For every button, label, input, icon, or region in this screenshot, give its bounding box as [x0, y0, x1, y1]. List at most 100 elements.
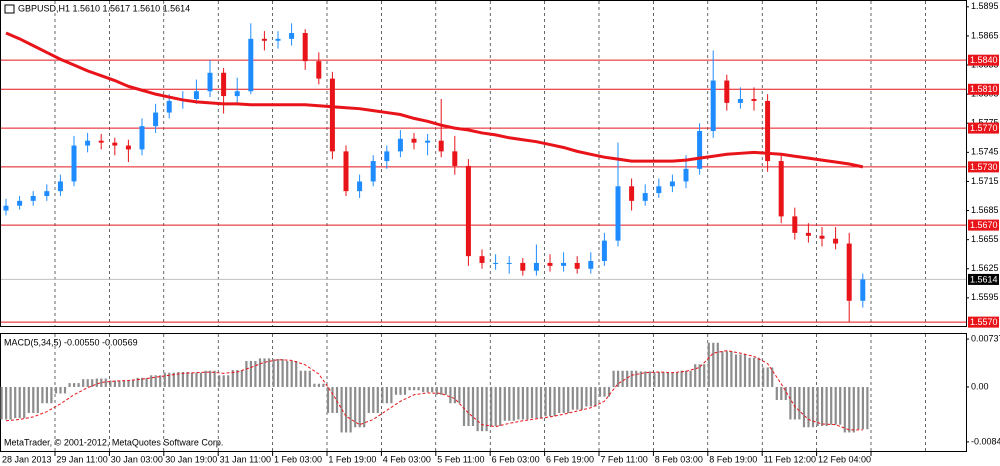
x-tick-label: 7 Feb 11:00: [600, 454, 647, 464]
macd-bar: [104, 378, 107, 387]
macd-bar: [295, 360, 298, 387]
candle-body: [561, 262, 567, 266]
macd-bar: [666, 372, 670, 387]
candle-body: [397, 138, 403, 152]
macd-bar: [576, 386, 579, 410]
macd-bar: [766, 367, 769, 387]
macd-bar: [367, 386, 370, 413]
candle-body: [792, 216, 798, 233]
candle-body: [629, 186, 635, 201]
macd-bar: [73, 383, 76, 387]
candle-body: [30, 196, 36, 201]
macd-bar: [9, 386, 12, 420]
macd-bar: [743, 354, 747, 387]
macd-bar: [816, 386, 819, 426]
macd-bar: [648, 371, 651, 387]
macd-bar: [209, 370, 212, 387]
macd-bar: [290, 360, 293, 387]
macd-bar: [372, 386, 375, 413]
macd-bar: [675, 372, 679, 387]
macd-bar: [59, 386, 62, 394]
macd-bar: [172, 372, 175, 387]
macd-bar: [716, 342, 719, 387]
macd-bar: [82, 379, 85, 387]
macd-bar: [245, 360, 248, 387]
macd-bar: [190, 372, 194, 387]
macd-bar: [227, 375, 230, 387]
candle-body: [153, 112, 159, 127]
candle-body: [193, 91, 199, 99]
macd-bar: [544, 386, 547, 417]
macd-bar: [122, 380, 126, 387]
macd-bar: [485, 386, 488, 432]
candle-body: [520, 262, 526, 271]
macd-bar: [141, 377, 144, 387]
macd-bar: [127, 380, 130, 387]
macd-bar: [263, 358, 266, 387]
macd-bar: [163, 372, 166, 387]
macd-bar: [218, 375, 221, 387]
macd-bar: [598, 386, 602, 397]
candle-body: [724, 80, 730, 103]
macd-bar: [467, 386, 470, 426]
macd-bar: [494, 386, 497, 426]
x-tick-label: 6 Feb 19:00: [546, 454, 594, 464]
macd-bar: [481, 386, 484, 432]
last-price-box: [968, 273, 999, 285]
macd-bar: [444, 386, 447, 395]
candle-body: [615, 186, 621, 241]
y-tick-label: 1.5595: [971, 292, 999, 302]
macd-bar: [422, 386, 425, 393]
macd-bar: [0, 386, 3, 420]
macd-bar: [490, 386, 493, 426]
candle-body: [139, 126, 145, 150]
macd-bar: [843, 386, 846, 433]
macd-bar: [530, 386, 534, 419]
x-tick-label: 29 Jan 11:00: [56, 454, 107, 464]
candle-body: [234, 91, 240, 97]
macd-bar: [413, 386, 416, 391]
macd-bar: [607, 386, 611, 397]
x-tick-label: 28 Jan 2013: [2, 454, 52, 464]
macd-bar: [821, 386, 824, 426]
candle-body: [846, 243, 852, 301]
level-label-box: [968, 54, 999, 66]
macd-bar: [748, 357, 751, 387]
macd-bar: [150, 375, 153, 387]
candle-body: [275, 38, 281, 41]
candle-body: [697, 131, 703, 169]
macd-bar: [349, 386, 352, 433]
candle-body: [506, 262, 512, 264]
macd-bar: [558, 386, 561, 413]
macd-bar: [499, 386, 502, 426]
macd-bar: [100, 378, 103, 387]
main-pane: [0, 0, 967, 327]
macd-bar: [317, 383, 320, 387]
macd-bar: [335, 386, 339, 413]
level-label: 1.5570: [970, 317, 998, 327]
macd-bar: [159, 375, 162, 387]
macd-bar: [154, 375, 157, 387]
macd-bar: [449, 386, 452, 404]
x-tick-label: 8 Feb 19:00: [709, 454, 757, 464]
macd-bar: [145, 377, 148, 387]
macd-bar: [789, 386, 792, 420]
macd-bar: [521, 386, 524, 420]
macd-bar: [603, 386, 606, 397]
macd-bar: [345, 386, 348, 433]
macd-bar: [131, 380, 135, 387]
macd-title: MACD(5,34,5) -0.00550 -0.00569: [4, 337, 138, 347]
macd-bar: [213, 370, 216, 387]
macd-bar: [811, 386, 815, 428]
macd-bar: [14, 386, 17, 419]
macd-bar: [354, 386, 357, 428]
candle-body: [98, 140, 104, 143]
macd-bar: [27, 386, 30, 413]
macd-bar: [431, 386, 434, 393]
macd-bar: [168, 372, 171, 387]
y-tick-label: 1.5685: [971, 205, 999, 215]
candle-body: [465, 165, 471, 257]
macd-bar: [589, 386, 592, 407]
macd-bar: [118, 380, 121, 387]
macd-bar: [657, 372, 660, 387]
